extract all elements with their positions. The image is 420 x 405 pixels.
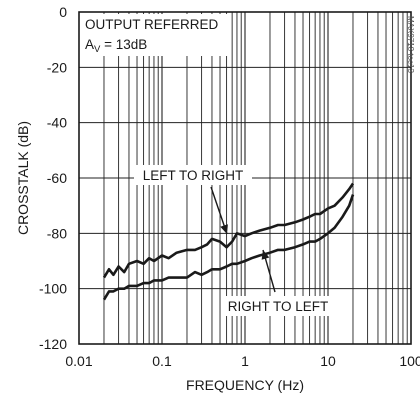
- x-tick-label: 100: [399, 353, 420, 369]
- gain-symbol: A: [85, 37, 94, 52]
- y-tick-label: -120: [39, 336, 67, 352]
- y-tick-label: -80: [47, 225, 67, 241]
- condition-annotation: OUTPUT REFERRED AV = 13dB: [81, 14, 229, 56]
- series-line-1: [104, 195, 353, 300]
- series-label-text: LEFT TO RIGHT: [143, 168, 244, 183]
- series-line-0: [104, 184, 353, 278]
- x-tick-label: 1: [241, 353, 249, 369]
- x-tick-label: 10: [320, 353, 336, 369]
- x-tick-label: 0.1: [152, 353, 172, 369]
- y-tick-label: -60: [47, 170, 67, 186]
- series-label-left-to-right: LEFT TO RIGHT: [134, 165, 252, 234]
- y-tick-label: -40: [47, 115, 67, 131]
- condition-line-1: OUTPUT REFERRED: [85, 17, 219, 32]
- series-layer: [104, 184, 353, 300]
- y-axis-title: CROSSTALK (dB): [15, 121, 31, 235]
- side-code-label: MAX9718 toc13: [406, 16, 415, 73]
- gain-value: = 13dB: [100, 37, 147, 52]
- y-tick-label: 0: [59, 4, 67, 20]
- y-tick-label: -100: [39, 281, 67, 297]
- y-tick-label: -20: [47, 59, 67, 75]
- x-axis-title: FREQUENCY (Hz): [186, 377, 304, 393]
- series-label-text: RIGHT TO LEFT: [228, 299, 329, 314]
- series-label-arrowhead: [220, 224, 228, 234]
- x-tick-label: 0.01: [65, 353, 92, 369]
